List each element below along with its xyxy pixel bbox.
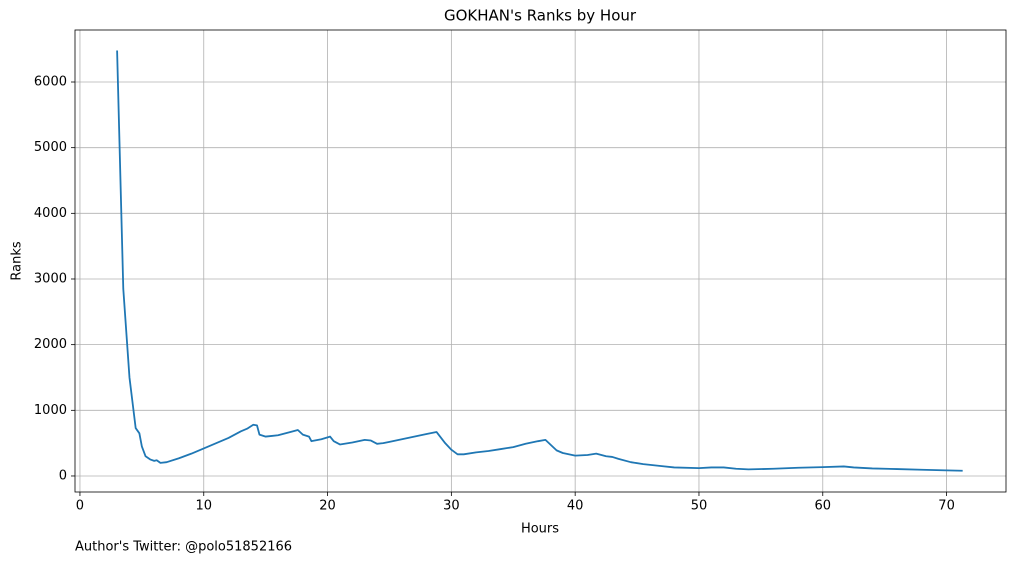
plot-frame bbox=[74, 29, 1007, 493]
annotation: Author's Twitter: @polo51852166 bbox=[75, 540, 292, 555]
y-tick-label: 3000 bbox=[34, 271, 67, 286]
x-tick-label: 70 bbox=[938, 499, 955, 514]
chart-title: GOKHAN's Ranks by Hour bbox=[444, 7, 637, 25]
y-tick-label: 4000 bbox=[34, 206, 67, 221]
y-tick-label: 1000 bbox=[34, 403, 67, 418]
y-axis-label: Ranks bbox=[10, 241, 25, 280]
y-tick-label: 0 bbox=[59, 468, 67, 483]
x-tick-label: 30 bbox=[443, 499, 460, 514]
y-tick-label: 6000 bbox=[34, 75, 67, 90]
y-tick-label: 5000 bbox=[34, 140, 67, 155]
x-tick-label: 10 bbox=[195, 499, 212, 514]
x-tick-label: 50 bbox=[691, 499, 708, 514]
x-tick-label: 0 bbox=[76, 499, 84, 514]
y-tick-label: 2000 bbox=[34, 337, 67, 352]
x-tick-label: 20 bbox=[319, 499, 336, 514]
x-axis-label: Hours bbox=[521, 522, 559, 537]
x-tick-label: 60 bbox=[814, 499, 831, 514]
line bbox=[116, 50, 963, 472]
x-tick-label: 40 bbox=[567, 499, 584, 514]
